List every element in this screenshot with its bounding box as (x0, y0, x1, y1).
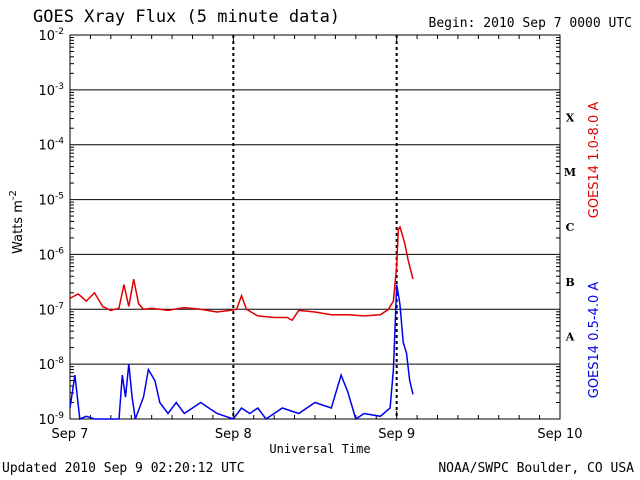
series-line-short-wave (69, 284, 414, 421)
x-tick-label: Sep 10 (537, 427, 582, 442)
flare-class-label: M (564, 166, 576, 179)
flare-class-label: B (565, 276, 574, 289)
y-tick-label: 10-4 (38, 137, 64, 154)
x-tick-label: Sep 8 (215, 427, 252, 442)
y-tick-label: 10-9 (38, 411, 64, 428)
series-line-long-wave (69, 225, 414, 322)
begin-time-label: Begin: 2010 Sep 7 0000 UTC (428, 16, 633, 31)
flare-class-label: X (566, 111, 575, 124)
x-tick-label: Sep 9 (378, 427, 415, 442)
y-tick-label: 10-7 (38, 301, 64, 318)
legend-series-short-wave: GOES14 0.5-4.0 A (587, 282, 602, 399)
credit-label: NOAA/SWPC Boulder, CO USA (438, 461, 634, 476)
y-tick-label: 10-3 (38, 82, 64, 99)
legend-series-long-wave: GOES14 1.0-8.0 A (587, 102, 602, 219)
y-axis-label: Watts m-2 (8, 190, 26, 254)
plot-frame (69, 34, 561, 420)
x-tick-label: Sep 7 (52, 427, 89, 442)
y-tick-label: 10-2 (38, 27, 64, 44)
y-tick-label: 10-5 (38, 192, 64, 209)
updated-timestamp: Updated 2010 Sep 9 02:20:12 UTC (2, 461, 245, 476)
y-tick-label: 10-6 (38, 246, 64, 263)
x-axis-label: Universal Time (269, 442, 371, 456)
flare-class-label: A (565, 331, 575, 344)
flare-class-label: C (566, 221, 575, 234)
y-tick-label: 10-8 (38, 356, 64, 373)
chart-title: GOES Xray Flux (5 minute data) (33, 7, 341, 27)
